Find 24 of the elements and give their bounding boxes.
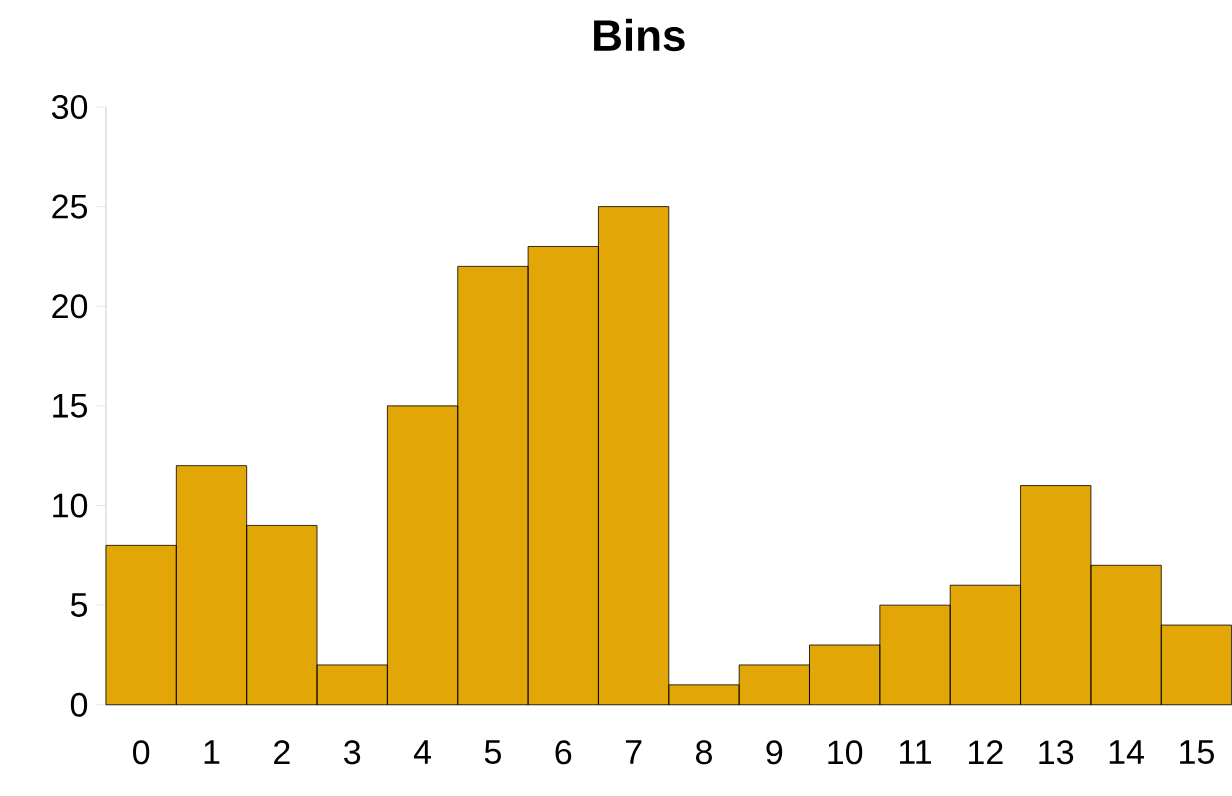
- y-tick-label: 0: [70, 692, 88, 717]
- y-tick-label: 15: [53, 394, 88, 418]
- x-tick-label: 11: [899, 740, 932, 764]
- x-tick-label: 13: [1039, 740, 1074, 765]
- y-tick-label: 25: [52, 194, 88, 219]
- x-tick-label: 3: [344, 740, 361, 765]
- y-tick-label: 20: [52, 294, 88, 319]
- x-tick-label: 9: [766, 740, 783, 765]
- x-tick-label: 4: [413, 740, 432, 764]
- x-tick-label: 0: [133, 740, 150, 765]
- y-tick-label: 10: [53, 493, 88, 518]
- y-tick-label: 30: [51, 95, 88, 120]
- x-tick-label: 6: [555, 740, 572, 765]
- x-tick-label: 7: [625, 740, 642, 764]
- x-tick-label: 8: [696, 740, 712, 765]
- x-tick-label: 1: [204, 740, 220, 764]
- chart-title: Bins: [594, 18, 685, 52]
- x-tick-label: 2: [274, 740, 290, 765]
- x-tick-label: 15: [1180, 740, 1214, 765]
- y-tick-label: 5: [70, 593, 88, 618]
- x-tick-label: 10: [828, 740, 863, 765]
- x-tick-label: 5: [484, 740, 501, 765]
- x-tick-label: 14: [1109, 740, 1144, 764]
- x-tick-label: 12: [969, 740, 1003, 765]
